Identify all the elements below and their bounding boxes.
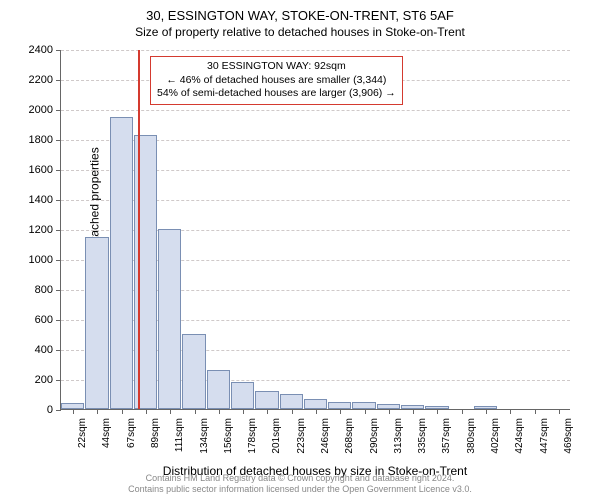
chart-area: Number of detached properties 22sqm44sqm… <box>60 50 570 410</box>
ytick-mark <box>56 140 61 141</box>
annotation-line1: 30 ESSINGTON WAY: 92sqm <box>157 60 396 74</box>
xtick-label: 44sqm <box>101 418 112 462</box>
xtick-mark <box>73 409 74 414</box>
xtick-mark <box>146 409 147 414</box>
xtick-label: 268sqm <box>344 418 355 462</box>
footer-attribution: Contains HM Land Registry data © Crown c… <box>0 473 600 496</box>
histogram-bar <box>328 402 351 410</box>
ytick-mark <box>56 320 61 321</box>
annotation-line3: 54% of semi-detached houses are larger (… <box>157 87 396 101</box>
xtick-label: 67sqm <box>126 418 137 462</box>
xtick-label: 111sqm <box>174 418 185 462</box>
xtick-mark <box>122 409 123 414</box>
histogram-bar <box>304 399 327 410</box>
ytick-mark <box>56 350 61 351</box>
ytick-mark <box>56 260 61 261</box>
xtick-mark <box>243 409 244 414</box>
ytick-label: 1600 <box>13 164 53 176</box>
ytick-mark <box>56 50 61 51</box>
xtick-label: 424sqm <box>514 418 525 462</box>
ytick-label: 1200 <box>13 224 53 236</box>
ytick-mark <box>56 80 61 81</box>
property-marker-line <box>138 50 140 409</box>
ytick-mark <box>56 170 61 171</box>
xtick-mark <box>462 409 463 414</box>
ytick-mark <box>56 380 61 381</box>
ytick-mark <box>56 290 61 291</box>
ytick-label: 2000 <box>13 104 53 116</box>
xtick-mark <box>316 409 317 414</box>
xtick-mark <box>292 409 293 414</box>
ytick-label: 800 <box>13 284 53 296</box>
xtick-label: 201sqm <box>271 418 282 462</box>
xtick-mark <box>340 409 341 414</box>
ytick-mark <box>56 410 61 411</box>
ytick-label: 1800 <box>13 134 53 146</box>
xtick-mark <box>510 409 511 414</box>
xtick-mark <box>437 409 438 414</box>
xtick-label: 380sqm <box>466 418 477 462</box>
histogram-bar <box>85 237 108 410</box>
ytick-label: 1400 <box>13 194 53 206</box>
xtick-label: 447sqm <box>539 418 550 462</box>
ytick-mark <box>56 230 61 231</box>
ytick-label: 200 <box>13 374 53 386</box>
histogram-bar <box>231 382 254 409</box>
ytick-mark <box>56 200 61 201</box>
xtick-label: 469sqm <box>563 418 574 462</box>
ytick-label: 2200 <box>13 74 53 86</box>
xtick-mark <box>413 409 414 414</box>
xtick-mark <box>365 409 366 414</box>
footer-line2: Contains public sector information licen… <box>0 484 600 496</box>
footer-line1: Contains HM Land Registry data © Crown c… <box>0 473 600 485</box>
chart-title-sub: Size of property relative to detached ho… <box>0 23 600 39</box>
histogram-bar <box>182 334 205 409</box>
xtick-label: 134sqm <box>199 418 210 462</box>
xtick-label: 156sqm <box>223 418 234 462</box>
xtick-label: 223sqm <box>296 418 307 462</box>
xtick-mark <box>535 409 536 414</box>
histogram-bar <box>280 394 303 409</box>
chart-title-main: 30, ESSINGTON WAY, STOKE-ON-TRENT, ST6 5… <box>0 0 600 23</box>
xtick-mark <box>170 409 171 414</box>
annotation-line2: ← 46% of detached houses are smaller (3,… <box>157 74 396 88</box>
histogram-bar <box>255 391 278 409</box>
xtick-mark <box>389 409 390 414</box>
ytick-label: 400 <box>13 344 53 356</box>
xtick-label: 402sqm <box>490 418 501 462</box>
ytick-label: 2400 <box>13 44 53 56</box>
xtick-mark <box>97 409 98 414</box>
xtick-mark <box>486 409 487 414</box>
annotation-box: 30 ESSINGTON WAY: 92sqm ← 46% of detache… <box>150 56 403 105</box>
xtick-label: 357sqm <box>441 418 452 462</box>
xtick-mark <box>219 409 220 414</box>
xtick-label: 178sqm <box>247 418 258 462</box>
histogram-bar <box>110 117 133 410</box>
ytick-label: 600 <box>13 314 53 326</box>
ytick-label: 0 <box>13 404 53 416</box>
histogram-bar <box>352 402 375 409</box>
histogram-bar <box>158 229 181 409</box>
ytick-mark <box>56 110 61 111</box>
xtick-label: 246sqm <box>320 418 331 462</box>
xtick-label: 313sqm <box>393 418 404 462</box>
ytick-label: 1000 <box>13 254 53 266</box>
histogram-bar <box>207 370 230 409</box>
xtick-label: 290sqm <box>369 418 380 462</box>
xtick-mark <box>195 409 196 414</box>
xtick-label: 22sqm <box>77 418 88 462</box>
xtick-mark <box>559 409 560 414</box>
xtick-label: 335sqm <box>417 418 428 462</box>
xtick-label: 89sqm <box>150 418 161 462</box>
xtick-mark <box>267 409 268 414</box>
